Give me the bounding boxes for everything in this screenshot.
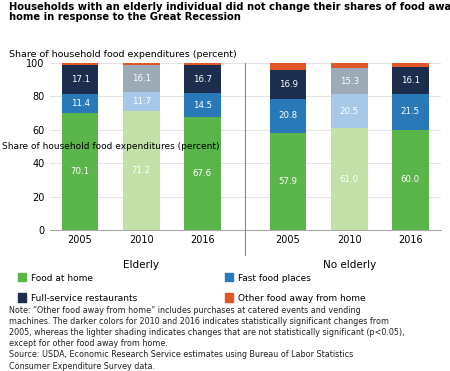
Bar [184,65,221,93]
Text: 15.3: 15.3 [340,77,359,86]
Text: 11.4: 11.4 [71,99,90,108]
Bar [123,63,160,65]
Bar [184,93,221,117]
Text: 71.2: 71.2 [132,166,151,175]
Bar [392,67,429,94]
Text: Share of household food expenditures (percent): Share of household food expenditures (pe… [9,50,237,59]
Bar [184,117,221,230]
Bar [123,111,160,230]
Bar [331,128,368,230]
Text: 20.5: 20.5 [340,106,359,116]
Bar [270,63,306,70]
Bar [123,65,160,92]
Bar [62,65,99,94]
Text: Food at home: Food at home [31,274,93,283]
Text: Full-service restaurants: Full-service restaurants [31,294,137,303]
Text: No elderly: No elderly [323,260,376,270]
Bar [62,94,99,113]
Text: Share of household food expenditures (percent): Share of household food expenditures (pe… [2,142,220,151]
Text: Households with an elderly individual did not change their shares of food away f: Households with an elderly individual di… [9,2,450,12]
Text: Fast food places: Fast food places [238,274,310,283]
Text: 16.1: 16.1 [132,74,151,83]
Text: Other food away from home: Other food away from home [238,294,365,303]
Bar [392,63,429,67]
Text: 61.0: 61.0 [340,175,359,184]
Bar [62,63,99,65]
Bar [331,94,368,128]
Text: home in response to the Great Recession: home in response to the Great Recession [9,12,241,22]
Text: 16.1: 16.1 [401,76,420,85]
Text: 67.6: 67.6 [193,169,212,178]
Bar [392,130,429,230]
Bar [270,133,306,230]
Text: 70.1: 70.1 [71,167,90,176]
Text: 60.0: 60.0 [401,175,420,184]
Text: 11.7: 11.7 [132,97,151,106]
Text: 57.9: 57.9 [279,177,297,186]
Text: 21.5: 21.5 [401,107,420,116]
Text: Note: “Other food away from home” includes purchases at catered events and vendi: Note: “Other food away from home” includ… [9,306,405,371]
Text: 16.7: 16.7 [193,75,212,83]
Bar [270,70,306,99]
Text: 17.1: 17.1 [71,75,90,84]
Bar [123,92,160,111]
Bar [62,113,99,230]
Text: 14.5: 14.5 [193,101,212,109]
Bar [331,63,368,68]
Bar [392,94,429,130]
Bar [270,99,306,133]
Text: Elderly: Elderly [123,260,159,270]
Bar [331,68,368,94]
Text: 20.8: 20.8 [279,112,297,121]
Text: 16.9: 16.9 [279,80,297,89]
Bar [184,63,221,65]
